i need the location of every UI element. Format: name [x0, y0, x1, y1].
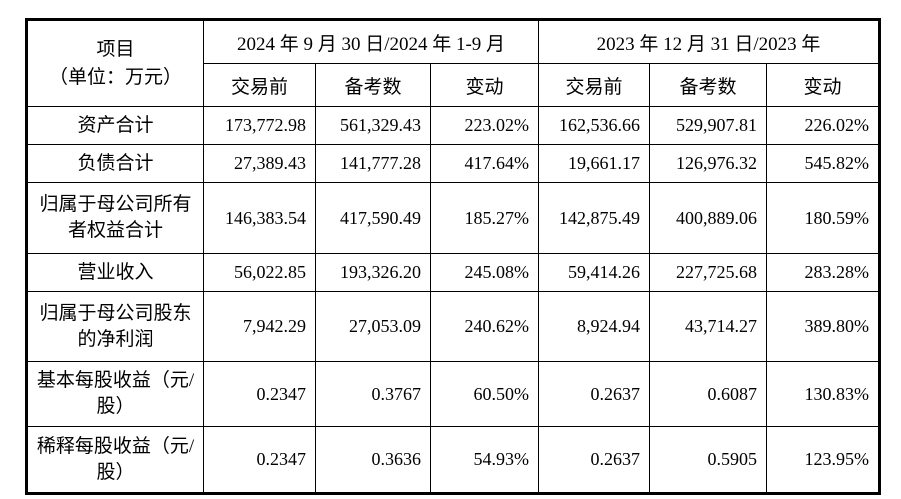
cell-value: 7,942.29	[203, 291, 316, 362]
cell-value: 227,725.68	[649, 253, 767, 292]
row-label: 资产合计	[26, 106, 204, 145]
cell-value: 19,661.17	[538, 144, 650, 183]
row-label: 负债合计	[26, 144, 204, 183]
cell-value: 54.93%	[430, 426, 539, 494]
header-row-periods: 项目 （单位：万元） 2024 年 9 月 30 日/2024 年 1-9 月 …	[26, 19, 881, 107]
cell-value: 126,976.32	[649, 144, 767, 183]
row-label: 基本每股收益（元/股）	[26, 361, 204, 427]
cell-value: 0.3767	[315, 361, 431, 427]
table-row-total-liabilities: 负债合计 27,389.43 141,777.28 417.64% 19,661…	[26, 144, 881, 183]
table-row-parent-net-profit: 归属于母公司股东的净利润 7,942.29 27,053.09 240.62% …	[26, 291, 881, 362]
cell-value: 240.62%	[430, 291, 539, 362]
cell-value: 400,889.06	[649, 182, 767, 254]
column-header-proforma-2024: 备考数	[315, 63, 431, 107]
cell-value: 43,714.27	[649, 291, 767, 362]
cell-value: 417.64%	[430, 144, 539, 183]
item-header-unit: （单位：万元）	[48, 66, 182, 88]
column-header-change-2024: 变动	[430, 63, 539, 107]
cell-value: 27,389.43	[203, 144, 316, 183]
cell-value: 142,875.49	[538, 182, 650, 254]
header-row-subcolumns: 交易前 备考数 变动 交易前 备考数 变动	[27, 63, 881, 107]
column-header-change-2023: 变动	[765, 63, 881, 107]
cell-value: 162,536.66	[538, 106, 650, 145]
cell-value: 245.08%	[430, 253, 539, 292]
item-header-title: 项目	[96, 38, 135, 60]
cell-value: 60.50%	[430, 361, 539, 427]
table-row-diluted-eps: 稀释每股收益（元/股） 0.2347 0.3636 54.93% 0.2637 …	[26, 426, 881, 494]
cell-value: 59,414.26	[538, 253, 650, 292]
column-group-2024: 2024 年 9 月 30 日/2024 年 1-9 月	[203, 19, 539, 64]
cell-value: 226.02%	[765, 106, 881, 145]
cell-value: 193,326.20	[315, 253, 431, 292]
cell-value: 529,907.81	[649, 106, 767, 145]
table-row-basic-eps: 基本每股收益（元/股） 0.2347 0.3767 60.50% 0.2637 …	[26, 361, 881, 427]
cell-value: 283.28%	[765, 253, 881, 292]
column-header-proforma-2023: 备考数	[649, 63, 767, 107]
cell-value: 173,772.98	[203, 106, 316, 145]
row-label: 归属于母公司股东的净利润	[26, 291, 204, 362]
proforma-financials-table: 项目 （单位：万元） 2024 年 9 月 30 日/2024 年 1-9 月 …	[25, 18, 882, 495]
cell-value: 223.02%	[430, 106, 539, 145]
column-header-item: 项目 （单位：万元）	[26, 19, 204, 107]
table-row-operating-revenue: 营业收入 56,022.85 193,326.20 245.08% 59,414…	[26, 253, 881, 292]
cell-value: 185.27%	[430, 182, 539, 254]
cell-value: 545.82%	[765, 144, 881, 183]
row-label: 稀释每股收益（元/股）	[26, 426, 204, 494]
cell-value: 56,022.85	[203, 253, 316, 292]
cell-value: 8,924.94	[538, 291, 650, 362]
cell-value: 389.80%	[765, 291, 881, 362]
cell-value: 123.95%	[765, 426, 881, 494]
column-header-pre-transaction-2023: 交易前	[538, 63, 650, 107]
table-row-parent-equity: 归属于母公司所有者权益合计 146,383.54 417,590.49 185.…	[26, 182, 881, 254]
cell-value: 180.59%	[765, 182, 881, 254]
cell-value: 130.83%	[765, 361, 881, 427]
table-row-total-assets: 资产合计 173,772.98 561,329.43 223.02% 162,5…	[26, 106, 881, 145]
cell-value: 0.3636	[315, 426, 431, 494]
column-group-2023: 2023 年 12 月 31 日/2023 年	[537, 19, 881, 64]
cell-value: 0.2347	[203, 361, 316, 427]
cell-value: 141,777.28	[315, 144, 431, 183]
column-header-pre-transaction-2024: 交易前	[203, 63, 316, 107]
cell-value: 0.6087	[649, 361, 767, 427]
cell-value: 0.2637	[538, 361, 650, 427]
cell-value: 0.2637	[538, 426, 650, 494]
cell-value: 0.5905	[649, 426, 767, 494]
cell-value: 561,329.43	[315, 106, 431, 145]
row-label: 营业收入	[26, 253, 204, 292]
row-label: 归属于母公司所有者权益合计	[26, 182, 204, 254]
cell-value: 417,590.49	[315, 182, 431, 254]
cell-value: 27,053.09	[315, 291, 431, 362]
cell-value: 0.2347	[203, 426, 316, 494]
cell-value: 146,383.54	[203, 182, 316, 254]
